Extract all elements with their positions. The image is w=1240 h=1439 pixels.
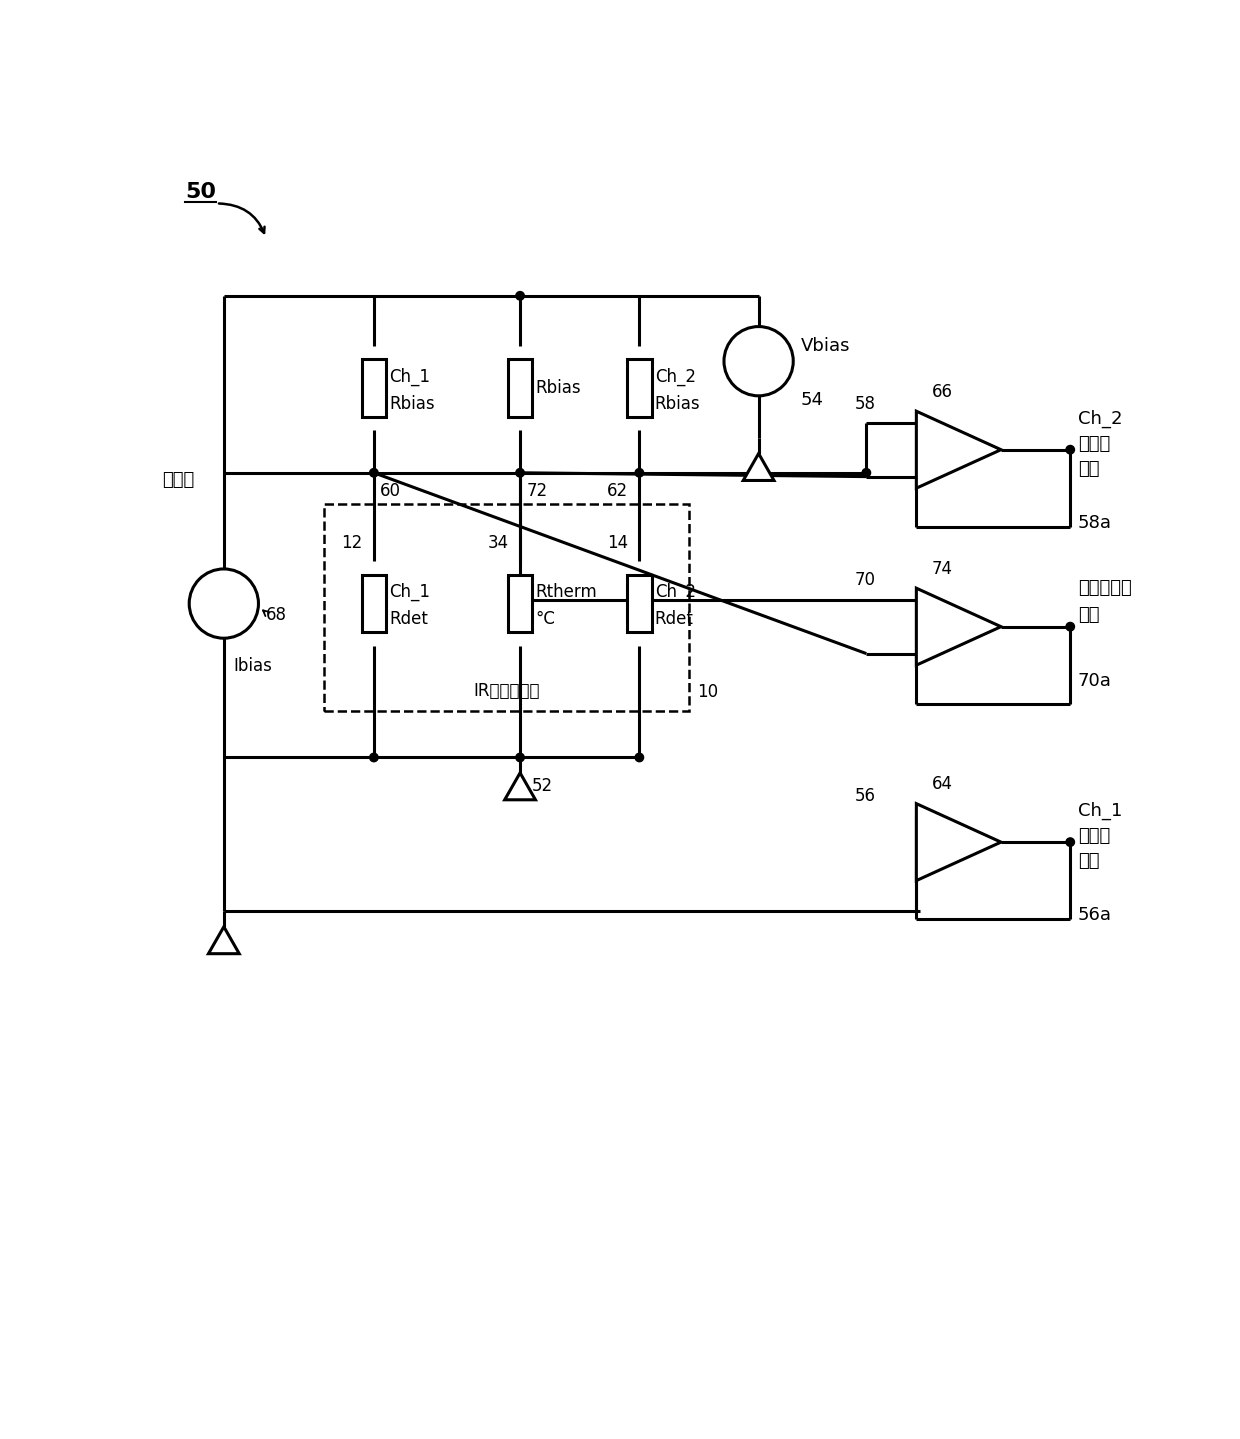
Text: +: + [925,426,937,439]
Text: 60: 60 [379,482,401,499]
Circle shape [635,469,644,476]
Bar [324,504,689,711]
Text: 10: 10 [697,684,718,701]
Text: Ch_1: Ch_1 [1078,802,1122,820]
Polygon shape [916,589,1001,665]
Text: °C: °C [536,610,556,627]
Text: 70a: 70a [1078,672,1112,689]
Text: 68: 68 [267,606,288,625]
Circle shape [1066,446,1075,453]
Text: 探测器: 探测器 [1078,827,1110,845]
Circle shape [516,469,525,476]
Text: Ch_2: Ch_2 [1078,410,1122,427]
Text: 50: 50 [185,181,216,201]
Text: Rtherm: Rtherm [536,583,598,602]
Text: 恒流源: 恒流源 [162,472,195,489]
Text: 58: 58 [854,394,875,413]
Text: Rdet: Rdet [655,610,693,627]
Circle shape [635,753,644,761]
Text: Ch_1: Ch_1 [389,367,430,386]
Text: Rbias: Rbias [655,394,701,413]
Text: 66: 66 [931,383,952,401]
Circle shape [1066,837,1075,846]
Text: 热敏电阻器: 热敏电阻器 [1078,578,1132,597]
Text: 信号: 信号 [1078,852,1100,871]
Text: +: + [925,603,937,616]
Text: Rdet: Rdet [389,610,428,627]
Bar [507,574,532,632]
Bar [627,360,652,417]
Text: Ibias: Ibias [233,658,272,675]
Text: 64: 64 [931,776,952,793]
Circle shape [516,753,525,761]
Circle shape [370,469,378,476]
Text: −: − [925,458,940,476]
Text: 56: 56 [854,787,875,804]
Text: 56a: 56a [1078,907,1112,924]
Text: +: + [925,817,937,832]
Text: Rbias: Rbias [389,394,435,413]
Circle shape [724,327,794,396]
Text: Rbias: Rbias [536,378,582,397]
Polygon shape [916,412,1001,488]
Text: 70: 70 [854,571,875,590]
Text: 72: 72 [526,482,547,499]
Text: 62: 62 [606,482,627,499]
Polygon shape [505,773,536,800]
Circle shape [190,568,258,639]
Text: 54: 54 [801,390,823,409]
Text: Ch_2: Ch_2 [655,367,696,386]
Text: IR探测器组件: IR探测器组件 [474,682,539,699]
Text: 58a: 58a [1078,514,1112,532]
Text: 信号: 信号 [1078,460,1100,478]
Bar [507,360,532,417]
Text: 74: 74 [931,560,952,578]
Circle shape [1066,623,1075,630]
Circle shape [370,753,378,761]
Bar [362,574,386,632]
Polygon shape [916,803,1001,881]
Text: −: − [925,635,940,653]
Text: 34: 34 [487,534,508,553]
Polygon shape [208,927,239,954]
Text: 52: 52 [532,777,553,794]
Text: 12: 12 [341,534,362,553]
Text: Ch_2: Ch_2 [655,583,696,602]
Text: Vbias: Vbias [801,337,851,355]
Text: Ch_1: Ch_1 [389,583,430,602]
Bar [627,574,652,632]
Text: 14: 14 [606,534,627,553]
Text: 探测器: 探测器 [1078,435,1110,452]
Polygon shape [743,453,774,481]
Text: −: − [925,850,940,868]
Text: 信号: 信号 [1078,606,1100,625]
Circle shape [516,292,525,299]
Bar [362,360,386,417]
Circle shape [862,469,870,476]
Text: +: + [754,348,766,363]
